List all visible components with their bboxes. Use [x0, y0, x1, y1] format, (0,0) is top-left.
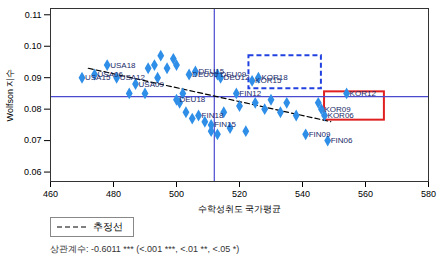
svg-text:FIN18: FIN18 — [202, 111, 224, 120]
svg-text:DEU18: DEU18 — [180, 95, 206, 104]
svg-text:DEU15: DEU15 — [198, 67, 224, 76]
svg-text:540: 540 — [295, 189, 310, 199]
svg-text:0.10: 0.10 — [24, 41, 42, 51]
svg-text:FIN09: FIN09 — [309, 130, 331, 139]
svg-text:DEU12: DEU12 — [224, 73, 250, 82]
svg-text:FIN15: FIN15 — [214, 120, 236, 129]
svg-text:480: 480 — [106, 189, 121, 199]
svg-text:0.09: 0.09 — [24, 73, 42, 83]
svg-text:520: 520 — [232, 189, 247, 199]
svg-text:560: 560 — [358, 189, 373, 199]
svg-text:580: 580 — [421, 189, 436, 199]
svg-text:수학성취도 국가평균: 수학성취도 국가평균 — [198, 204, 282, 214]
svg-text:KOR18: KOR18 — [261, 73, 288, 82]
svg-text:460: 460 — [43, 189, 58, 199]
svg-text:FIN12: FIN12 — [239, 89, 261, 98]
svg-text:FIN06: FIN06 — [331, 136, 353, 145]
svg-text:500: 500 — [169, 189, 184, 199]
svg-text:USA12: USA12 — [120, 73, 146, 82]
svg-text:KOR09: KOR09 — [324, 105, 351, 114]
svg-text:KOR12: KOR12 — [350, 89, 377, 98]
svg-text:0.11: 0.11 — [25, 10, 42, 20]
svg-text:USA18: USA18 — [110, 61, 136, 70]
svg-text:0.07: 0.07 — [24, 135, 42, 145]
svg-text:0.08: 0.08 — [24, 104, 42, 114]
svg-text:Wolfson 지수: Wolfson 지수 — [5, 69, 15, 122]
svg-text:0.06: 0.06 — [24, 167, 42, 177]
svg-text:USA15: USA15 — [85, 73, 111, 82]
